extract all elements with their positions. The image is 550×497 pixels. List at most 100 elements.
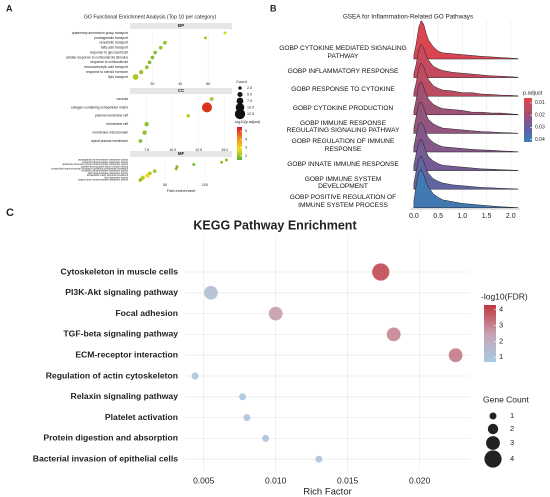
x-tick-label: 40: [178, 82, 182, 86]
bubble: [268, 306, 283, 321]
y-tick-label: Bacterial invasion of epithelial cells: [33, 453, 178, 463]
bubble: [262, 434, 270, 442]
ridge: [413, 168, 519, 209]
legend-dot: [234, 108, 246, 120]
bubble: [191, 372, 199, 380]
facet-label: MF: [178, 151, 185, 156]
bubble: [239, 393, 247, 401]
dot: [158, 45, 163, 50]
y-tick-label: GOBP IMMUNE RESPONSE REGULATING SIGNALIN…: [286, 119, 400, 135]
dot: [163, 40, 167, 45]
x-tick-label: 1.5: [482, 213, 492, 220]
bubble: [386, 327, 401, 342]
legend-title: -log10(p.adjust): [234, 120, 261, 124]
y-tick-label: response to steroid hormone: [86, 70, 128, 74]
y-tick-label: Regulation of actin cytoskeleton: [46, 370, 178, 380]
bubble: [243, 414, 251, 422]
y-tick-label: organic anion transmembrane transporter …: [78, 179, 129, 182]
legend-dot: [486, 436, 500, 450]
colorbar: [237, 127, 242, 160]
colorbar-tick-label: 3: [499, 321, 503, 330]
y-tick-label: quaternary ammonium group transmembrane …: [62, 163, 128, 166]
x-tick-label: 0.0: [409, 213, 419, 220]
legend-dot: [236, 97, 244, 105]
y-tick-label: response to corticosteroid: [90, 60, 128, 64]
legend-title: Count: [236, 79, 248, 84]
y-tick-label: Protein digestion and absorption: [43, 433, 178, 443]
legend-label: 2: [510, 424, 514, 433]
legend-label: 5.0: [247, 92, 252, 96]
y-tick-label: TGF-beta signaling pathway: [63, 329, 178, 339]
dot: [223, 31, 227, 35]
y-tick-label: GOBP REGULATION OF IMMUNE RESPONSE: [291, 138, 395, 153]
colorbar-tick-label: 0.04: [535, 137, 545, 143]
y-tick-label: membrane raft: [107, 122, 129, 126]
x-axis-label: Fold enrichment: [167, 188, 197, 193]
y-tick-label: GOBP CYTOKINE PRODUCTION: [292, 105, 394, 112]
legend-title: Gene Count: [483, 394, 529, 404]
colorbar-tick-label: 2: [245, 154, 247, 158]
dot: [203, 36, 207, 40]
y-tick-label: cellular response to corticosteroid stim…: [66, 55, 128, 59]
y-tick-label: GOBP INFLAMMATORY RESPONSE: [287, 67, 399, 75]
dot: [145, 173, 150, 178]
dot: [224, 158, 228, 162]
colorbar-tick-label: 0.01: [535, 100, 545, 106]
legend-title: -log10(FDR): [481, 291, 528, 301]
y-tick-label: collagen-containing extracellular matrix: [71, 105, 128, 109]
x-tick-label: 0.010: [265, 475, 287, 485]
y-tick-label: response to glucocorticoid: [90, 50, 128, 54]
dot: [153, 50, 158, 55]
x-tick-label: 15.0: [221, 148, 228, 152]
x-tick-label: 60: [206, 82, 210, 86]
y-tick-label: quaternary ammonium group transport: [72, 31, 128, 35]
y-tick-label: plasma membrane raft: [95, 114, 128, 118]
ridge: [413, 19, 519, 60]
x-tick-label: 20: [150, 82, 154, 86]
dot: [150, 55, 155, 60]
y-tick-label: GOBP RESPONSE TO CYTOKINE: [291, 86, 395, 94]
y-tick-label: platelet-derived growth factor receptor …: [81, 165, 128, 168]
x-axis-label: Rich Factor: [303, 487, 352, 497]
y-tick-label: Platelet activation: [105, 412, 178, 422]
facet-strip: [130, 88, 232, 94]
y-tick-label: xenobiotic transport: [99, 41, 128, 45]
legend-dot: [238, 86, 242, 90]
y-tick-label: extracellular matrix structural constitu…: [51, 167, 128, 170]
x-tick-label: 10.0: [169, 148, 176, 152]
colorbar: [484, 305, 496, 362]
panel-label: A: [6, 3, 13, 13]
legend-label: 1: [510, 411, 514, 420]
colorbar-tick-label: 0.03: [535, 125, 545, 131]
colorbar-tick-label: 3: [245, 146, 247, 150]
colorbar-tick-label: 4: [499, 305, 503, 314]
y-tick-label: apical plasma membrane: [91, 139, 128, 143]
y-tick-label: Focal adhesion: [115, 308, 178, 318]
dot: [202, 102, 213, 113]
y-tick-label: prostaglandin transmembrane transporter …: [78, 159, 129, 162]
legend-dot: [237, 91, 243, 98]
dot: [209, 97, 214, 101]
legend-label: 4: [510, 454, 514, 463]
x-tick-label: 12.5: [195, 148, 202, 152]
dot: [138, 69, 144, 75]
colorbar: [524, 98, 532, 142]
x-tick-label: 0.5: [433, 213, 443, 220]
x-tick-label: 0.015: [337, 475, 359, 485]
legend-dot: [484, 450, 502, 468]
panel-label: C: [6, 207, 14, 219]
y-tick-label: PI3K-Akt signaling pathway: [65, 287, 178, 297]
y-tick-label: icosanoid transmembrane transporter acti…: [82, 161, 129, 164]
y-tick-label: lipid transport: [108, 75, 128, 79]
colorbar-tick-label: 4: [245, 137, 247, 141]
colorbar-tick-label: 0.02: [535, 112, 545, 118]
y-tick-label: caveola: [117, 97, 129, 101]
panel-label: B: [270, 3, 277, 13]
y-tick-label: GOBP CYTOKINE MEDIATED SIGNALING PATHWAY: [279, 45, 407, 60]
y-tick-label: lipid transporter activity: [105, 176, 129, 179]
colorbar-tick-label: 2: [499, 336, 503, 345]
chart-title: GSEA for Inflammation-Related GO Pathway…: [343, 14, 473, 21]
dot: [174, 167, 178, 171]
dot: [152, 169, 157, 173]
